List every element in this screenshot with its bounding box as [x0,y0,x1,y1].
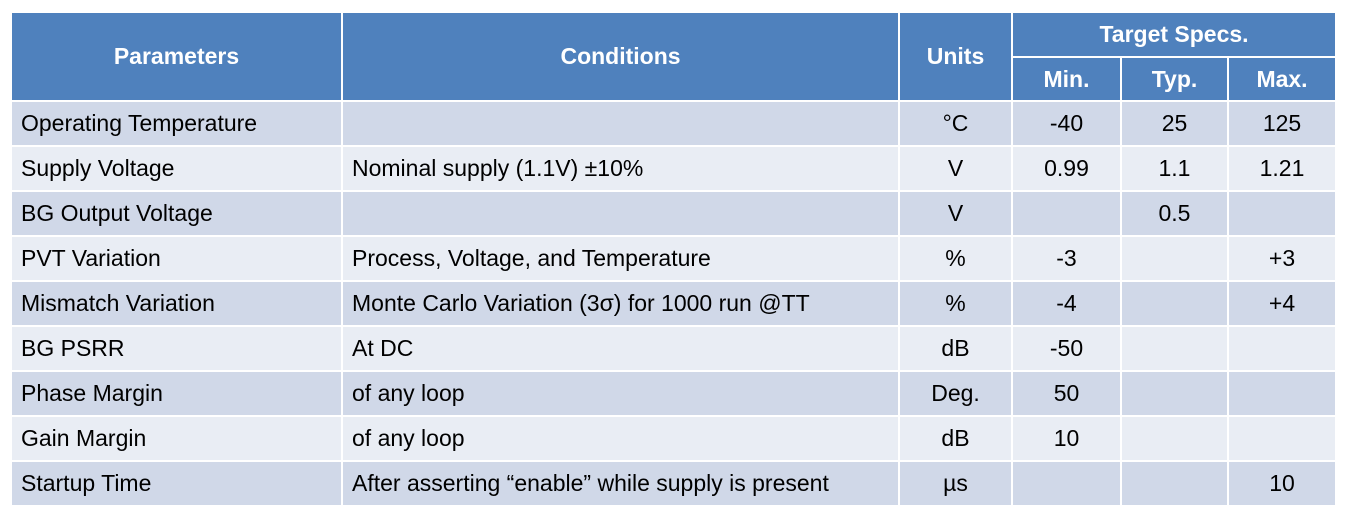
cell-parameter: BG PSRR [10,325,343,372]
cell-max [1226,190,1338,237]
table-row: Supply Voltage Nominal supply (1.1V) ±10… [10,145,1338,192]
cell-typ: 1.1 [1120,145,1229,192]
cell-unit: °C [898,100,1013,147]
cell-condition [341,100,900,147]
cell-max [1226,415,1338,462]
header-max: Max. [1226,56,1338,102]
cell-min: 50 [1011,370,1122,417]
cell-max: +3 [1226,235,1338,282]
cell-parameter: Startup Time [10,460,343,507]
cell-min [1011,190,1122,237]
cell-min: -3 [1011,235,1122,282]
header-min: Min. [1011,56,1122,102]
cell-typ: 0.5 [1120,190,1229,237]
cell-max: 1.21 [1226,145,1338,192]
cell-unit: % [898,280,1013,327]
cell-condition: Process, Voltage, and Temperature [341,235,900,282]
cell-parameter: Operating Temperature [10,100,343,147]
header-units: Units [898,11,1013,102]
cell-min: -4 [1011,280,1122,327]
cell-condition: At DC [341,325,900,372]
cell-max: 10 [1226,460,1338,507]
cell-parameter: Gain Margin [10,415,343,462]
cell-min [1011,460,1122,507]
cell-unit: % [898,235,1013,282]
cell-min: 10 [1011,415,1122,462]
header-parameters: Parameters [10,11,343,102]
cell-unit: Deg. [898,370,1013,417]
table-row: PVT Variation Process, Voltage, and Temp… [10,235,1338,282]
cell-typ [1120,235,1229,282]
cell-unit: µs [898,460,1013,507]
cell-condition: of any loop [341,370,900,417]
cell-max [1226,325,1338,372]
cell-typ [1120,415,1229,462]
cell-parameter: PVT Variation [10,235,343,282]
cell-unit: V [898,145,1013,192]
table-row: BG PSRR At DC dB -50 [10,325,1338,372]
cell-max: +4 [1226,280,1338,327]
cell-condition: Nominal supply (1.1V) ±10% [341,145,900,192]
table-row: Mismatch Variation Monte Carlo Variation… [10,280,1338,327]
table-row: Gain Margin of any loop dB 10 [10,415,1338,462]
cell-parameter: BG Output Voltage [10,190,343,237]
cell-typ [1120,460,1229,507]
cell-parameter: Mismatch Variation [10,280,343,327]
cell-min: -50 [1011,325,1122,372]
table-row: Startup Time After asserting “enable” wh… [10,460,1338,507]
cell-unit: dB [898,415,1013,462]
cell-typ [1120,370,1229,417]
table-header: Parameters Conditions Units Target Specs… [10,11,1338,102]
spec-table: Parameters Conditions Units Target Specs… [10,11,1338,507]
cell-max: 125 [1226,100,1338,147]
header-target-specs: Target Specs. [1010,11,1338,58]
table-row: Operating Temperature °C -40 25 125 [10,100,1338,147]
cell-condition: Monte Carlo Variation (3σ) for 1000 run … [341,280,900,327]
cell-typ [1120,325,1229,372]
cell-condition [341,190,900,237]
table-row: Phase Margin of any loop Deg. 50 [10,370,1338,417]
header-typ: Typ. [1120,56,1229,102]
cell-parameter: Phase Margin [10,370,343,417]
cell-min: -40 [1011,100,1122,147]
cell-condition: of any loop [341,415,900,462]
cell-max [1226,370,1338,417]
table-row: BG Output Voltage V 0.5 [10,190,1338,237]
cell-unit: V [898,190,1013,237]
cell-parameter: Supply Voltage [10,145,343,192]
cell-typ: 25 [1120,100,1229,147]
header-conditions: Conditions [341,11,900,102]
cell-condition: After asserting “enable” while supply is… [341,460,900,507]
cell-typ [1120,280,1229,327]
cell-unit: dB [898,325,1013,372]
cell-min: 0.99 [1011,145,1122,192]
